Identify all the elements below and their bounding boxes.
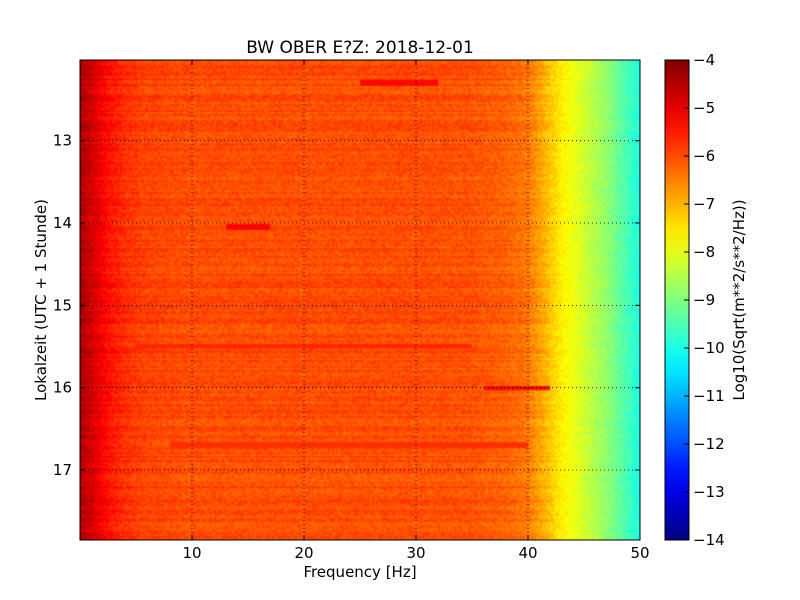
colorbar-tick-label: −9 — [693, 291, 715, 309]
colorbar-tick-label: −13 — [693, 483, 725, 501]
colorbar-tick-label: −6 — [693, 147, 715, 165]
colorbar-tick-label: −12 — [693, 435, 725, 453]
x-tick-label: 50 — [630, 544, 649, 562]
spectrogram-heatmap — [80, 60, 640, 540]
y-axis-ticks: 13 14 15 16 17 — [53, 132, 640, 479]
x-tick-label: 20 — [294, 544, 313, 562]
plot-frame — [79, 59, 641, 541]
y-axis-label: Lokalzeit (UTC + 1 Stunde) — [32, 199, 50, 401]
colorbar-tick-label: −11 — [693, 387, 725, 405]
x-axis-ticks: 10 20 30 40 50 — [182, 60, 650, 562]
y-tick-label: 15 — [53, 296, 72, 314]
colorbar: −4 −5 −6 −7 −8 −9 −10 −11 −12 −13 −14 Log10(Sqrt(m… — [664, 51, 748, 549]
chart-title: BW OBER E?Z: 2018-12-01 — [246, 38, 474, 58]
colorbar-label: Log10(Sqrt(m**2/s**2/Hz)) — [730, 199, 748, 400]
y-tick-label: 17 — [53, 461, 72, 479]
colorbar-tick-label: −8 — [693, 243, 715, 261]
y-tick-label: 14 — [53, 214, 72, 232]
y-tick-label: 13 — [53, 132, 72, 150]
x-tick-label: 30 — [406, 544, 425, 562]
y-tick-label: 16 — [53, 379, 72, 397]
colorbar-tick-label: −4 — [693, 51, 715, 69]
x-axis-label: Frequency [Hz] — [303, 563, 416, 581]
x-tick-label: 10 — [182, 544, 201, 562]
colorbar-tick-label: −5 — [693, 99, 715, 117]
colorbar-tick-label: −7 — [693, 195, 715, 213]
grid-lines — [80, 60, 640, 540]
colorbar-ticks: −4 −5 −6 −7 −8 −9 −10 −11 −12 −13 −14 — [684, 51, 725, 549]
x-tick-label: 40 — [518, 544, 537, 562]
colorbar-tick-label: −10 — [693, 339, 725, 357]
colorbar-tick-label: −14 — [693, 531, 725, 549]
plot-area: 10 20 30 40 50 13 14 15 16 17 — [53, 59, 650, 562]
